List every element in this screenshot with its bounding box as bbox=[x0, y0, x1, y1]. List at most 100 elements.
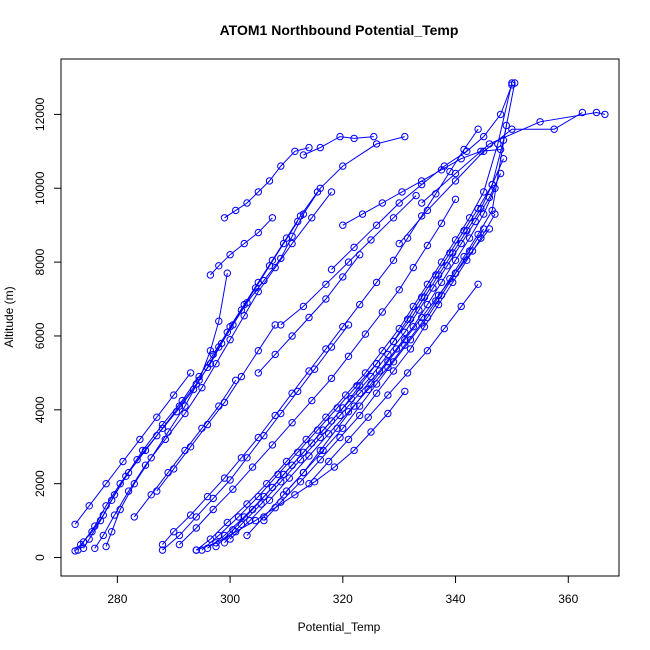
data-point bbox=[220, 539, 229, 547]
data-point bbox=[339, 273, 347, 281]
series-line bbox=[210, 217, 273, 276]
data-point bbox=[401, 341, 409, 349]
data-point bbox=[375, 367, 384, 375]
series-line bbox=[246, 228, 485, 536]
data-point bbox=[333, 404, 341, 412]
data-point bbox=[378, 347, 386, 355]
series-12 bbox=[198, 79, 519, 554]
data-point bbox=[423, 241, 432, 250]
data-point bbox=[102, 502, 110, 510]
data-point bbox=[226, 251, 234, 259]
series-line bbox=[342, 149, 501, 226]
series-24 bbox=[254, 251, 364, 377]
data-point bbox=[434, 291, 443, 299]
y-tick-label: 2000 bbox=[33, 470, 47, 497]
data-point bbox=[423, 206, 432, 215]
data-point bbox=[434, 300, 443, 309]
data-point bbox=[496, 110, 505, 119]
data-point bbox=[477, 234, 485, 242]
data-point bbox=[220, 398, 229, 407]
data-point bbox=[406, 336, 415, 344]
data-point bbox=[260, 432, 268, 440]
data-point bbox=[350, 446, 358, 455]
data-point bbox=[294, 448, 302, 456]
data-point bbox=[291, 147, 299, 156]
data-point bbox=[339, 221, 347, 229]
data-point bbox=[226, 476, 234, 484]
data-point bbox=[418, 313, 426, 322]
data-point bbox=[477, 204, 485, 213]
data-point bbox=[226, 336, 234, 344]
data-point bbox=[465, 234, 474, 242]
data-point bbox=[384, 350, 392, 359]
data-point bbox=[192, 546, 201, 554]
data-point bbox=[282, 487, 291, 495]
y-tick-label: 4000 bbox=[33, 396, 47, 423]
data-point bbox=[409, 323, 417, 331]
data-point bbox=[158, 546, 167, 554]
data-point bbox=[170, 391, 178, 399]
data-point bbox=[449, 249, 457, 257]
series-15 bbox=[260, 210, 499, 525]
data-point bbox=[398, 188, 406, 196]
series-23 bbox=[277, 191, 420, 329]
data-point bbox=[237, 372, 246, 381]
data-point bbox=[316, 433, 324, 442]
x-tick-label: 280 bbox=[107, 592, 127, 606]
data-point bbox=[457, 155, 465, 163]
series-line bbox=[74, 372, 191, 525]
data-point bbox=[220, 214, 229, 222]
data-point bbox=[288, 419, 296, 427]
data-point bbox=[313, 188, 322, 196]
data-point bbox=[496, 145, 505, 154]
data-point bbox=[226, 535, 234, 543]
data-point bbox=[395, 239, 403, 248]
x-tick-label: 340 bbox=[446, 592, 466, 606]
series-28 bbox=[158, 321, 353, 554]
data-point bbox=[361, 330, 370, 338]
data-point bbox=[372, 278, 381, 287]
series-29 bbox=[192, 387, 409, 554]
data-point bbox=[223, 518, 232, 527]
data-point bbox=[279, 239, 288, 248]
series-line bbox=[308, 283, 479, 485]
data-point bbox=[274, 470, 282, 479]
data-point bbox=[384, 391, 392, 399]
data-point bbox=[181, 409, 189, 418]
data-point bbox=[240, 513, 248, 521]
data-point bbox=[392, 345, 401, 353]
data-point bbox=[550, 125, 558, 133]
series-6 bbox=[158, 125, 482, 549]
data-point bbox=[434, 271, 443, 279]
data-point bbox=[265, 496, 274, 504]
data-point bbox=[310, 365, 319, 373]
data-point bbox=[451, 195, 460, 204]
data-point bbox=[192, 524, 201, 532]
data-point bbox=[130, 480, 139, 488]
data-point bbox=[296, 478, 305, 486]
data-point bbox=[336, 433, 344, 442]
data-point bbox=[485, 225, 494, 233]
data-point bbox=[418, 199, 426, 207]
data-point bbox=[108, 528, 116, 536]
data-point bbox=[240, 239, 248, 248]
series-line bbox=[229, 125, 507, 540]
series-16 bbox=[327, 81, 516, 274]
data-point bbox=[496, 169, 505, 178]
data-point bbox=[420, 293, 429, 301]
data-point bbox=[384, 363, 392, 372]
data-point bbox=[294, 217, 302, 226]
data-point bbox=[327, 265, 336, 274]
data-point bbox=[316, 456, 324, 464]
data-point bbox=[508, 125, 516, 133]
data-point bbox=[305, 143, 313, 152]
data-point bbox=[336, 411, 344, 420]
data-point bbox=[294, 387, 302, 396]
data-point bbox=[474, 280, 482, 288]
data-point bbox=[85, 502, 93, 510]
data-point bbox=[243, 454, 251, 462]
data-point bbox=[170, 465, 178, 473]
data-point bbox=[409, 263, 417, 272]
series-line bbox=[94, 191, 332, 549]
data-point bbox=[403, 369, 412, 377]
